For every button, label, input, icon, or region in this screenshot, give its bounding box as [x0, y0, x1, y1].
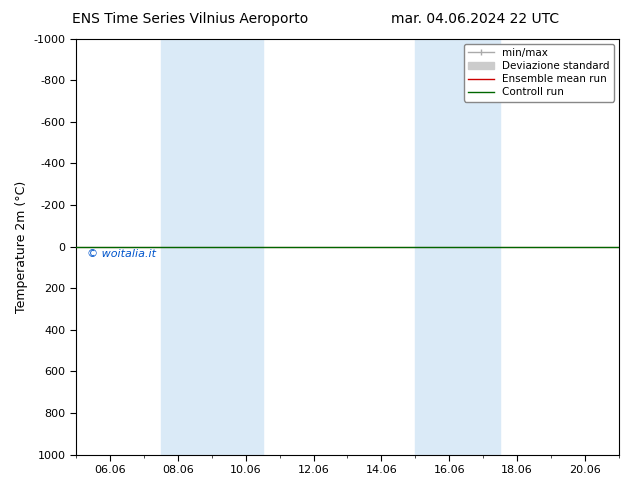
- Text: © woitalia.it: © woitalia.it: [87, 248, 156, 259]
- Y-axis label: Temperature 2m (°C): Temperature 2m (°C): [15, 180, 28, 313]
- Legend: min/max, Deviazione standard, Ensemble mean run, Controll run: min/max, Deviazione standard, Ensemble m…: [463, 44, 614, 101]
- Text: ENS Time Series Vilnius Aeroporto: ENS Time Series Vilnius Aeroporto: [72, 12, 308, 26]
- Bar: [161, 39, 262, 455]
- Bar: [415, 39, 500, 455]
- Text: mar. 04.06.2024 22 UTC: mar. 04.06.2024 22 UTC: [391, 12, 560, 26]
